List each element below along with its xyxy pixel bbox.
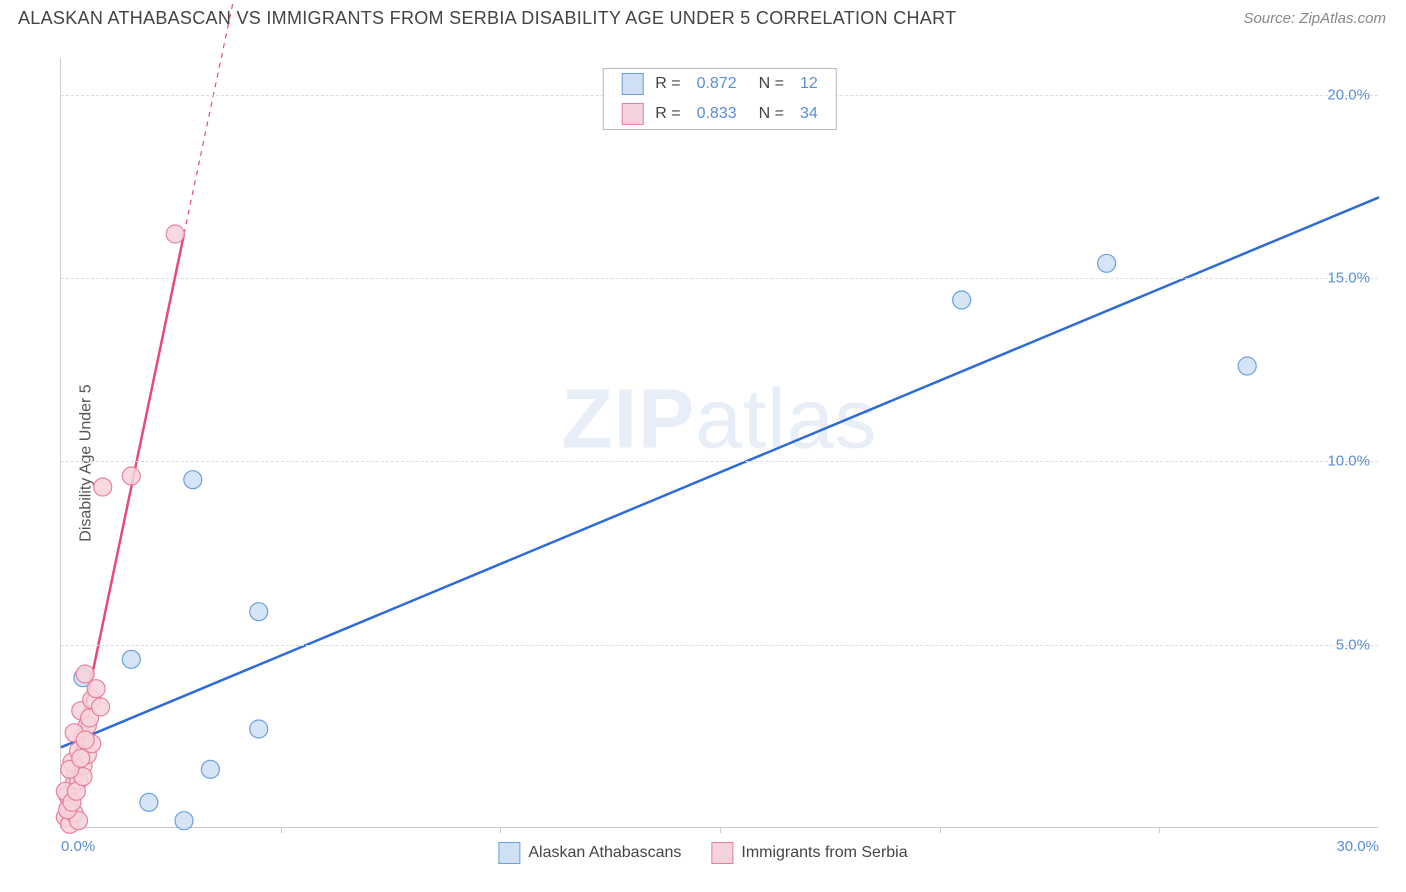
legend-swatch bbox=[621, 73, 643, 95]
data-point bbox=[953, 291, 971, 309]
data-point bbox=[166, 225, 184, 243]
data-point bbox=[140, 793, 158, 811]
gridline bbox=[61, 645, 1378, 646]
data-point bbox=[1238, 357, 1256, 375]
y-tick-label: 10.0% bbox=[1327, 453, 1370, 470]
series-name: Alaskan Athabascans bbox=[528, 844, 681, 862]
r-label: R = bbox=[655, 105, 680, 123]
legend-item: Immigrants from Serbia bbox=[711, 842, 907, 864]
legend-swatch bbox=[498, 842, 520, 864]
source-label: Source: ZipAtlas.com bbox=[1243, 10, 1386, 27]
gridline bbox=[61, 278, 1378, 279]
x-tick-label: 0.0% bbox=[61, 838, 95, 855]
r-value: 0.833 bbox=[697, 105, 737, 123]
data-point bbox=[250, 720, 268, 738]
r-value: 0.872 bbox=[697, 75, 737, 93]
legend-swatch bbox=[621, 103, 643, 125]
x-minor-tick bbox=[281, 827, 282, 833]
series-legend: Alaskan Athabascans Immigrants from Serbi… bbox=[498, 842, 907, 864]
chart-title: ALASKAN ATHABASCAN VS IMMIGRANTS FROM SE… bbox=[18, 8, 956, 29]
n-label: N = bbox=[759, 105, 784, 123]
series-name: Immigrants from Serbia bbox=[741, 844, 907, 862]
data-point bbox=[201, 760, 219, 778]
x-minor-tick bbox=[940, 827, 941, 833]
data-point bbox=[175, 812, 193, 830]
data-point bbox=[76, 731, 94, 749]
n-value: 12 bbox=[800, 75, 818, 93]
trend-line bbox=[61, 197, 1379, 747]
y-tick-label: 5.0% bbox=[1336, 636, 1370, 653]
data-point bbox=[76, 665, 94, 683]
x-minor-tick bbox=[720, 827, 721, 833]
data-point bbox=[94, 478, 112, 496]
data-point bbox=[92, 698, 110, 716]
y-tick-label: 20.0% bbox=[1327, 86, 1370, 103]
x-minor-tick bbox=[500, 827, 501, 833]
data-point bbox=[250, 603, 268, 621]
scatter-plot-svg bbox=[61, 58, 1379, 828]
plot-area: ZIPatlas R =0.872N =12R =0.833N =34 5.0%… bbox=[60, 58, 1378, 828]
n-label: N = bbox=[759, 75, 784, 93]
r-label: R = bbox=[655, 75, 680, 93]
y-tick-label: 15.0% bbox=[1327, 270, 1370, 287]
gridline bbox=[61, 461, 1378, 462]
legend-swatch bbox=[711, 842, 733, 864]
legend-row: R = 0.872 N = 12 bbox=[603, 69, 836, 99]
chart-container: Disability Age Under 5 ZIPatlas R =0.872… bbox=[18, 48, 1388, 878]
x-tick-label: 30.0% bbox=[1336, 838, 1379, 855]
data-point bbox=[122, 467, 140, 485]
data-point bbox=[122, 650, 140, 668]
x-minor-tick bbox=[1159, 827, 1160, 833]
n-value: 34 bbox=[800, 105, 818, 123]
legend-item: Alaskan Athabascans bbox=[498, 842, 681, 864]
data-point bbox=[184, 471, 202, 489]
data-point bbox=[1098, 254, 1116, 272]
data-point bbox=[72, 749, 90, 767]
legend-row: R = 0.833 N = 34 bbox=[603, 99, 836, 129]
correlation-legend: R = 0.872 N = 12 R = 0.833 N = 34 bbox=[602, 68, 837, 130]
